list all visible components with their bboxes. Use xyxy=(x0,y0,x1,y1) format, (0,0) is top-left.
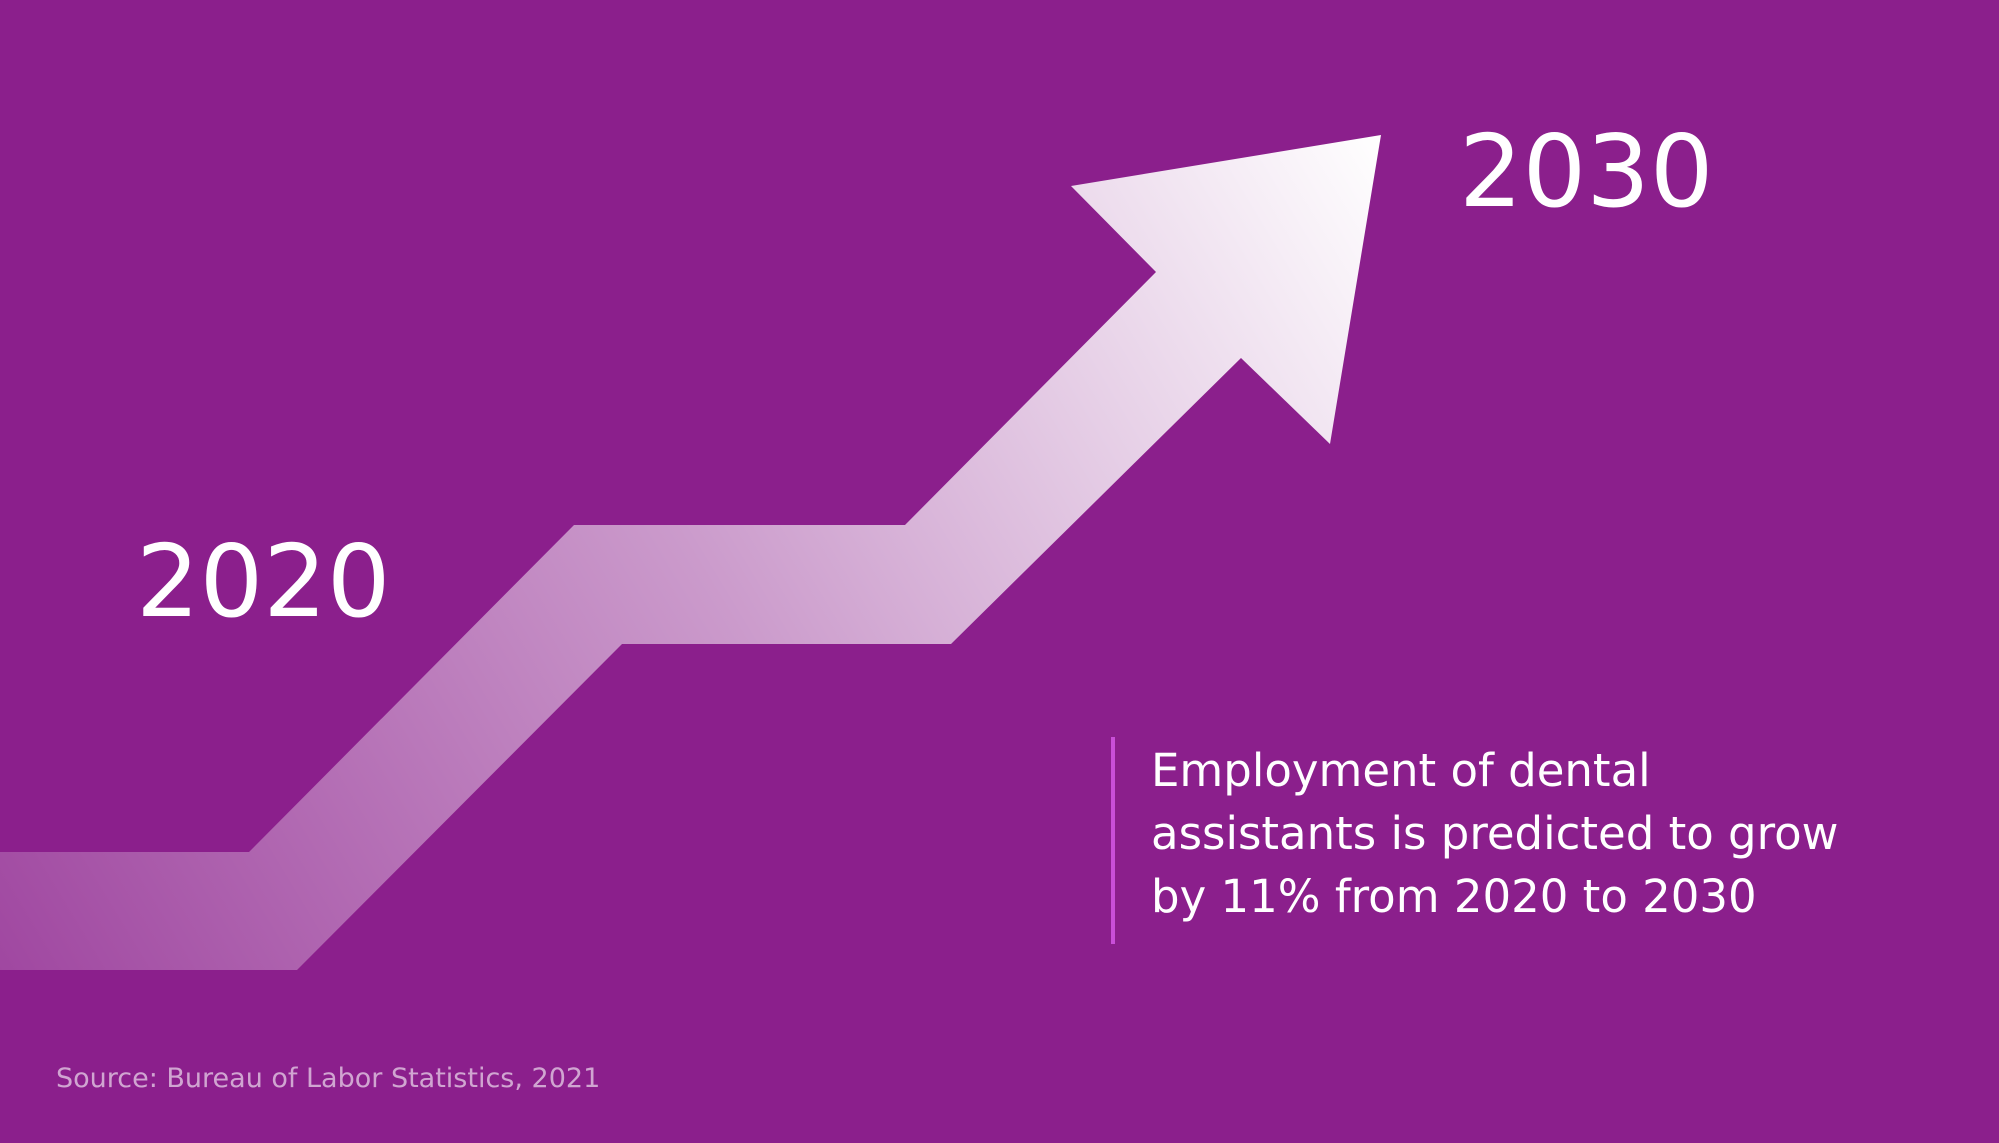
statement-line: assistants is predicted to grow xyxy=(1151,807,1838,860)
statement-line: by 11% from 2020 to 2030 xyxy=(1151,870,1757,923)
start-year: 2020 xyxy=(136,523,391,640)
end-year: 2030 xyxy=(1459,113,1714,230)
statement-line: Employment of dental xyxy=(1151,744,1651,797)
source-note: Source: Bureau of Labor Statistics, 2021 xyxy=(56,1063,600,1094)
growth-arrow xyxy=(0,135,1381,970)
